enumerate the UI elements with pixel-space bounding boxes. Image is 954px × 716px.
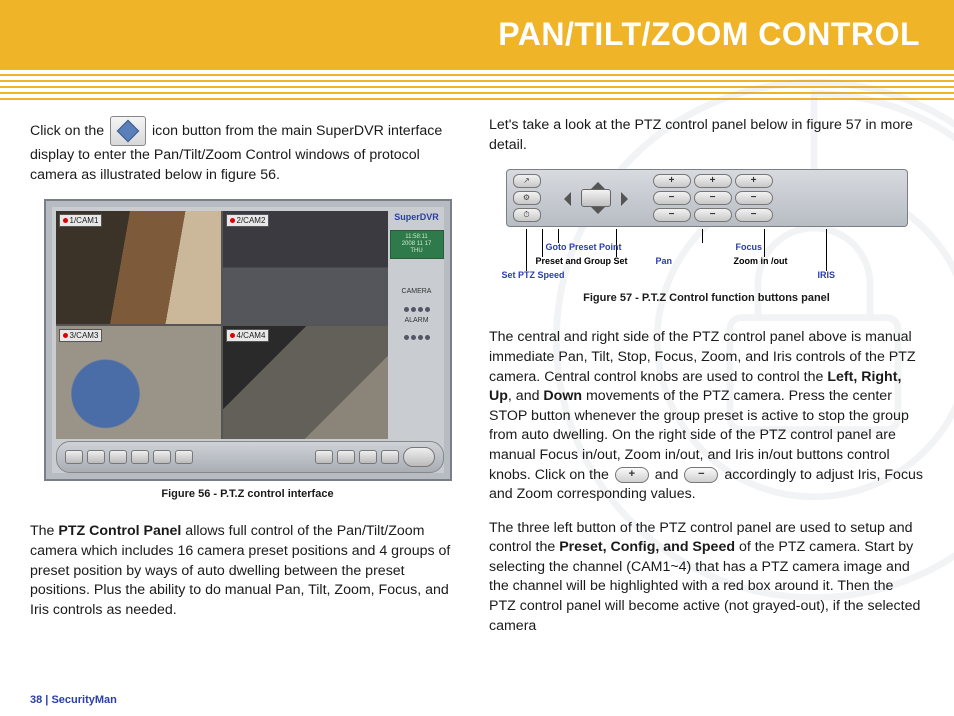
cam-label: 2/CAM2 (226, 214, 270, 227)
clock-box: 11:58:11 2008 11 17 THU (390, 230, 444, 260)
cam-label: 4/CAM4 (226, 329, 270, 342)
camera-grid: 1/CAM1 2/CAM2 3/CAM3 4/CAM4 (56, 211, 388, 439)
toolbar-btn (131, 450, 149, 464)
toolbar-btn (109, 450, 127, 464)
toolbar-btn (315, 450, 333, 464)
arrow-right-icon (621, 192, 635, 206)
goto-preset-btn: ↗ (513, 174, 541, 188)
fig56-caption: Figure 56 - P.T.Z control interface (30, 487, 465, 502)
arrow-down-icon (591, 207, 605, 221)
fig57-pm-grid: + + + − − − − − − (653, 174, 773, 222)
callout-line (702, 229, 703, 243)
toolbar-btn (359, 450, 377, 464)
extra-minus: − (653, 208, 691, 222)
extra-minus: − (735, 208, 773, 222)
label-goto-preset: Goto Preset Point (546, 241, 622, 253)
label-pan: Pan (656, 255, 673, 267)
cam1: 1/CAM1 (56, 211, 221, 324)
label-focus: Focus (736, 241, 763, 253)
figure-57: ↗ ⚙ ⏱ + + + − − − (506, 169, 908, 227)
text: , and (508, 388, 544, 404)
label-iris: IRIS (818, 269, 836, 281)
toolbar-btn (153, 450, 171, 464)
stop-button (581, 189, 611, 207)
iris-minus: − (735, 191, 773, 205)
text: The (30, 523, 58, 539)
fig57-left-buttons: ↗ ⚙ ⏱ (513, 174, 541, 222)
text-bold: PTZ Control Panel (58, 523, 181, 539)
toolbar-btn (175, 450, 193, 464)
fig56-toolbar (56, 441, 444, 473)
alarm-label: ALARM (390, 316, 444, 326)
pan-dpad (547, 174, 645, 222)
label-zoom: Zoom in /out (734, 255, 788, 267)
extra-minus: − (694, 208, 732, 222)
callout-line (764, 229, 765, 257)
focus-plus: + (653, 174, 691, 188)
camera-label: CAMERA (390, 287, 444, 297)
clock-date: 2008 11 17 (393, 241, 441, 248)
text: Click on the (30, 123, 108, 139)
cam3: 3/CAM3 (56, 326, 221, 439)
callout-line (542, 229, 543, 257)
content-columns: Click on the icon button from the main S… (0, 102, 954, 650)
ptz-icon (110, 116, 146, 146)
page-title: PAN/TILT/ZOOM CONTROL (498, 16, 920, 53)
text-bold: Down (543, 388, 582, 404)
fig56-sidebar: SuperDVR 11:58:11 2008 11 17 THU CAMERA … (390, 211, 444, 342)
fig57-callouts: Goto Preset Point Preset and Group Set S… (506, 229, 908, 287)
zoom-minus: − (694, 191, 732, 205)
arrow-left-icon (557, 192, 571, 206)
preset-group-btn: ⚙ (513, 191, 541, 205)
toolbar-btn (87, 450, 105, 464)
label-preset-group: Preset and Group Set (536, 255, 628, 267)
figure-56: 1/CAM1 2/CAM2 3/CAM3 4/CAM4 SuperDVR 11:… (44, 199, 452, 481)
callout-line (826, 229, 827, 271)
toolbar-btn (381, 450, 399, 464)
right-p3: The three left button of the PTZ control… (489, 519, 924, 637)
brand-label: SuperDVR (390, 211, 444, 223)
text-bold: Preset, Config, and Speed (559, 539, 735, 555)
focus-minus: − (653, 191, 691, 205)
arrow-up-icon (591, 175, 605, 189)
fig57-caption: Figure 57 - P.T.Z Control function butto… (489, 291, 924, 306)
right-p1: Let's take a look at the PTZ control pan… (489, 116, 924, 155)
right-p2: The central and right side of the PTZ co… (489, 328, 924, 504)
page-number: 38 (30, 694, 42, 706)
text: and (651, 467, 683, 483)
header-band: PAN/TILT/ZOOM CONTROL (0, 0, 954, 68)
page-footer: 38 | SecurityMan (30, 694, 117, 706)
cam4: 4/CAM4 (223, 326, 388, 439)
minus-pill-icon: − (684, 467, 718, 483)
left-p1: Click on the icon button from the main S… (30, 116, 465, 185)
cam-label: 3/CAM3 (59, 329, 103, 342)
plus-pill-icon: + (615, 467, 649, 483)
clock-day: THU (393, 248, 441, 255)
right-column: Let's take a look at the PTZ control pan… (489, 116, 924, 650)
clock-time: 11:58:11 (393, 234, 441, 241)
cam-label: 1/CAM1 (59, 214, 103, 227)
header-rules (0, 68, 954, 102)
ptz-speed-btn: ⏱ (513, 208, 541, 222)
cam2: 2/CAM2 (223, 211, 388, 324)
left-column: Click on the icon button from the main S… (30, 116, 465, 650)
callout-line (526, 229, 527, 271)
toolbar-btn (65, 450, 83, 464)
zoom-plus: + (694, 174, 732, 188)
toolbar-btn-large (403, 447, 435, 467)
left-p2: The PTZ Control Panel allows full contro… (30, 522, 465, 620)
camera-dots (390, 307, 444, 312)
alarm-dots (390, 335, 444, 340)
iris-plus: + (735, 174, 773, 188)
toolbar-btn (337, 450, 355, 464)
footer-brand: SecurityMan (51, 694, 116, 706)
label-set-ptz: Set PTZ Speed (502, 269, 565, 281)
